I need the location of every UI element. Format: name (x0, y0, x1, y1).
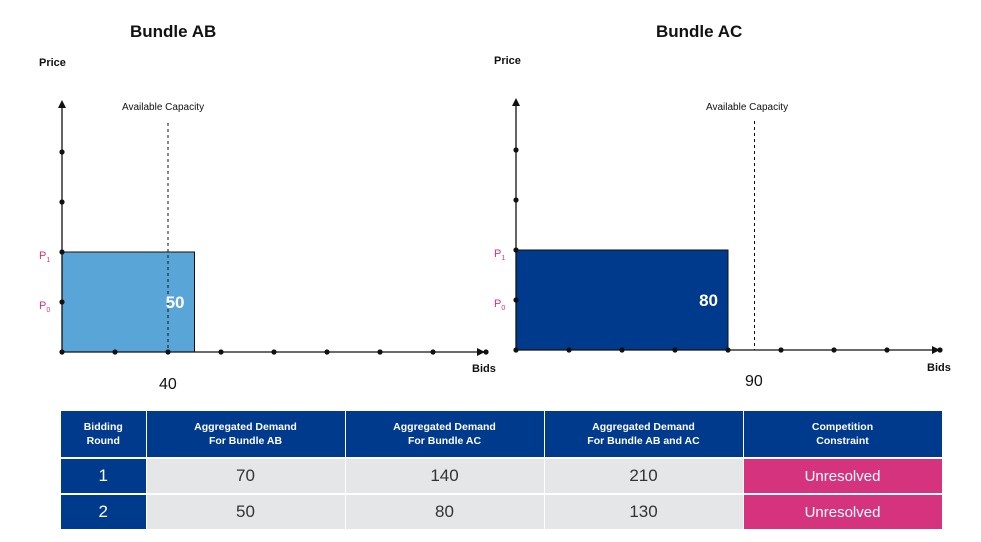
header-bidding-round: Bidding Round (61, 411, 147, 458)
bar-value-label-1: 80 (699, 291, 718, 310)
status-badge: Unresolved (743, 493, 943, 529)
x-tick-dot-1 (884, 347, 890, 353)
y-tick-dot-1 (513, 147, 519, 153)
demand-ab-cell: 70 (146, 457, 346, 494)
y-axis-title-ac: Price (494, 55, 521, 67)
y-tick-p1-ac: P1 (494, 248, 506, 263)
x-tick-dot-0 (165, 349, 171, 355)
bar-value-label-0: 50 (166, 293, 185, 312)
table-header-row: Bidding Round Aggregated Demand For Bundle… (61, 411, 943, 458)
bundle-charts: 50 80 (58, 98, 943, 356)
y-tick-p0-ab: P0 (39, 300, 51, 315)
x-tick-dot-1 (831, 347, 837, 353)
capacity-value-ac: 90 (745, 373, 763, 390)
y-tick-dot-1 (513, 297, 519, 303)
x-tick-dot-0 (324, 349, 330, 355)
table-row: 1 70 140 210 Unresolved (61, 457, 943, 494)
demand-table: Bidding Round Aggregated Demand For Bundle… (61, 411, 943, 529)
x-tick-dot-1 (778, 347, 784, 353)
x-tick-dot-0 (271, 349, 277, 355)
x-axis-arrow-1 (932, 346, 940, 354)
x-tick-dot-1 (513, 347, 519, 353)
chart-title-bundle-ac: Bundle AC (656, 22, 743, 41)
bar-1 (515, 249, 729, 351)
x-tick-dot-1 (566, 347, 572, 353)
y-tick-dot-0 (59, 199, 65, 205)
demand-ab-ac-cell: 210 (544, 457, 744, 494)
demand-ac-cell: 140 (345, 457, 545, 494)
demand-ab-cell: 50 (146, 493, 346, 529)
x-tick-dot-1 (937, 347, 943, 353)
header-demand-ab: Aggregated Demand For Bundle AB (146, 411, 346, 458)
bar-0 (61, 251, 195, 353)
y-axis-title-ab: Price (39, 57, 66, 69)
round-cell: 1 (61, 457, 147, 494)
y-tick-dot-1 (513, 197, 519, 203)
x-tick-dot-1 (672, 347, 678, 353)
x-tick-dot-0 (483, 349, 489, 355)
capacity-label-ab: Available Capacity (122, 102, 205, 113)
round-cell: 2 (61, 493, 147, 529)
demand-ac-cell: 80 (345, 493, 545, 529)
y-axis-arrow-1 (512, 98, 520, 106)
x-axis-title-ac: Bids (927, 362, 951, 374)
y-tick-dot-0 (59, 149, 65, 155)
header-demand-ab-ac: Aggregated Demand For Bundle AB and AC (544, 411, 744, 458)
x-tick-dot-0 (377, 349, 383, 355)
x-tick-dot-1 (619, 347, 625, 353)
x-tick-dot-0 (430, 349, 436, 355)
header-demand-ac: Aggregated Demand For Bundle AC (345, 411, 545, 458)
y-tick-dot-0 (59, 299, 65, 305)
demand-ab-ac-cell: 130 (544, 493, 744, 529)
x-tick-dot-0 (112, 349, 118, 355)
capacity-value-ab: 40 (159, 376, 177, 393)
capacity-label-ac: Available Capacity (706, 102, 789, 113)
y-tick-p0-ac: P0 (494, 298, 506, 313)
chart-title-bundle-ab: Bundle AB (130, 22, 217, 41)
y-tick-dot-1 (513, 247, 519, 253)
x-axis-title-ab: Bids (472, 363, 496, 375)
y-tick-dot-0 (59, 249, 65, 255)
header-competition-constraint: Competition Constraint (743, 411, 943, 458)
x-tick-dot-0 (218, 349, 224, 355)
y-tick-p1-ab: P1 (39, 250, 51, 265)
table-row: 2 50 80 130 Unresolved (61, 493, 943, 529)
x-axis-arrow-0 (477, 348, 485, 356)
status-badge: Unresolved (743, 457, 943, 494)
y-axis-arrow-0 (58, 100, 66, 108)
x-tick-dot-0 (59, 349, 65, 355)
x-tick-dot-1 (725, 347, 731, 353)
